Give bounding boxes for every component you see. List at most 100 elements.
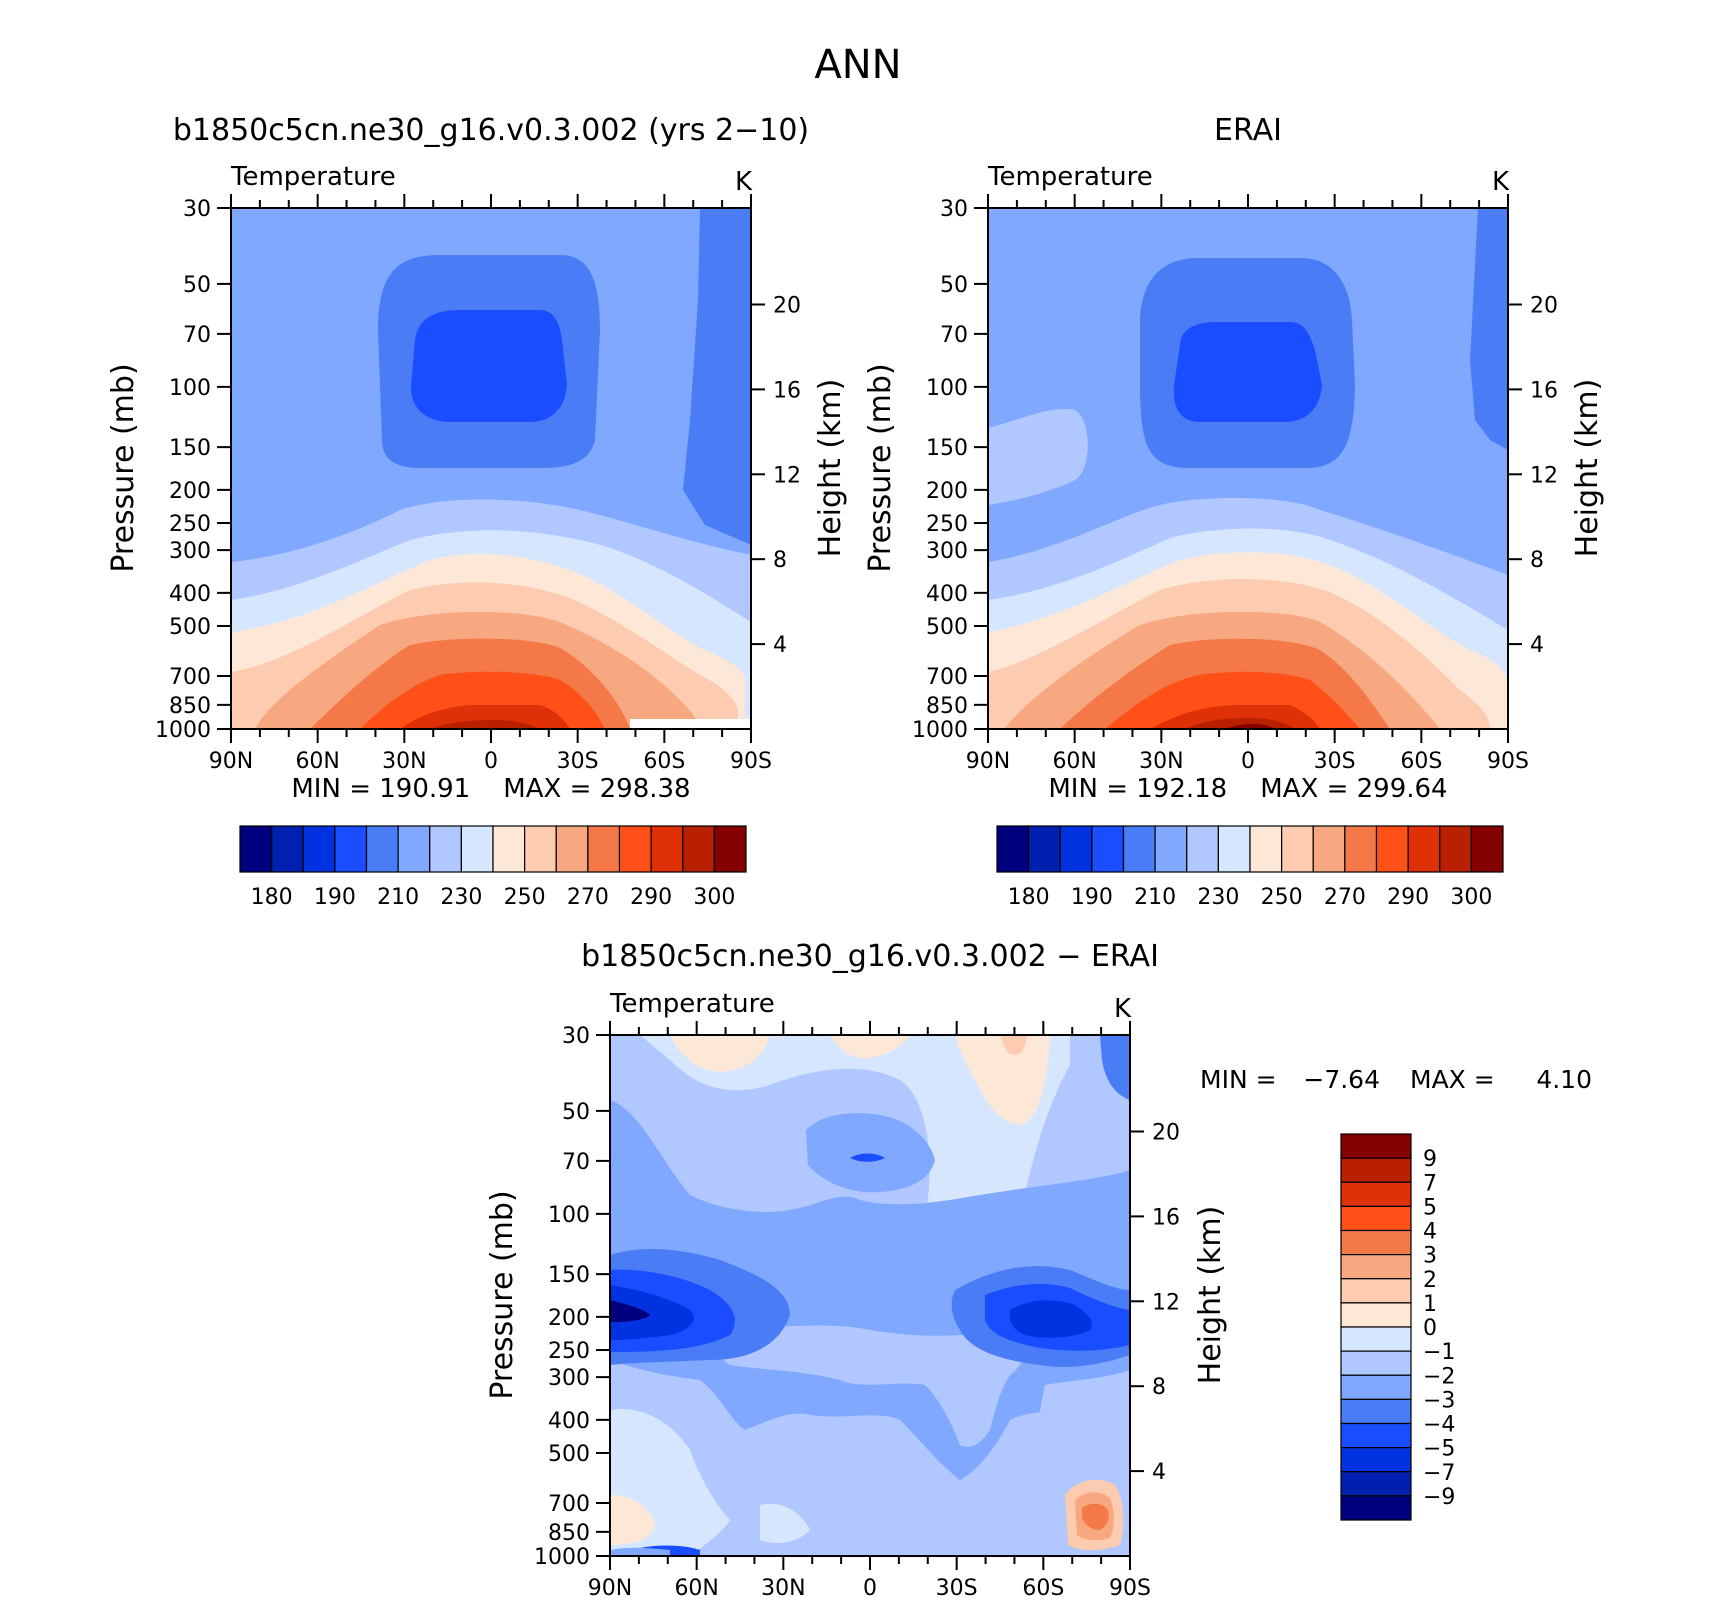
y-tick-label: 150 [169, 436, 211, 461]
max-label: MAX = [1410, 1065, 1495, 1094]
y2-ticks: 4 8 12 16 20 [1130, 1120, 1180, 1485]
colorbar-label: 230 [440, 885, 482, 910]
y-tick-label: 700 [548, 1492, 590, 1517]
contour-band [610, 1495, 655, 1545]
max-label: MAX = 299.64 [1260, 774, 1447, 804]
y2-tick-label: 8 [1530, 548, 1544, 573]
colorbar-swatch [1249, 825, 1283, 873]
panel-title: b1850c5cn.ne30_g16.v0.3.002 − ERAI [581, 939, 1159, 974]
contour-band [1082, 1503, 1109, 1530]
x-tick-label: 60N [674, 1576, 718, 1600]
contour-band [400, 705, 570, 729]
contour-band [1225, 724, 1275, 729]
y-tick-label: 400 [169, 582, 211, 607]
x-tick-label: 90S [1109, 1576, 1151, 1600]
colorbar-label: 0 [1423, 1316, 1437, 1341]
colorbar-label: 2 [1423, 1268, 1437, 1293]
colorbar-swatch [1340, 1181, 1412, 1207]
units-label: K [735, 167, 753, 197]
colorbar-swatch [1340, 1495, 1412, 1521]
y2-tick-label: 4 [1530, 633, 1544, 658]
colorbar-swatch [1470, 825, 1504, 873]
colorbar-swatch [1154, 825, 1188, 873]
y-tick-label: 100 [548, 1203, 590, 1228]
contour-band [806, 1113, 935, 1193]
colorbar-swatch [397, 825, 431, 873]
min-max-label: MIN = 190.91 MAX = 298.38 [291, 774, 690, 804]
contour-band [830, 1035, 910, 1058]
colorbar-label: 1 [1423, 1292, 1437, 1317]
y-tick-label: 500 [169, 615, 211, 640]
min-value: −7.64 [1303, 1065, 1380, 1094]
x-ticks: 90N 60N 30N 0 30S 60S 90S [588, 1021, 1151, 1600]
colorbar-swatch [1340, 1302, 1412, 1328]
x-ticks: 90N 60N 30N 0 30S 60S 90S [966, 194, 1529, 774]
min-max-label: MIN = 192.18 MAX = 299.64 [1048, 774, 1447, 804]
x-tick-label: 60N [1052, 749, 1096, 774]
y-tick-label: 1000 [912, 718, 968, 743]
colorbar-swatch [239, 825, 273, 873]
colorbar: 180 190 210 230 250 270 290 300 [239, 825, 747, 910]
colorbar-swatch [1340, 1350, 1412, 1376]
colorbar-swatch [460, 825, 494, 873]
contour-band [610, 1360, 1130, 1556]
y-tick-label: 500 [926, 615, 968, 640]
x-tick-label: 0 [1241, 749, 1255, 774]
contour-band [610, 1300, 650, 1322]
units-label: K [1492, 167, 1510, 197]
x-tick-label: 60S [1400, 749, 1442, 774]
x-tick-label: 90S [730, 749, 772, 774]
y-tick-label: 30 [940, 197, 968, 222]
colorbar-label: 270 [567, 885, 609, 910]
colorbar-swatch [1217, 825, 1251, 873]
y-tick-label: 200 [548, 1306, 590, 1331]
panel-difference: b1850c5cn.ne30_g16.v0.3.002 − ERAI Tempe… [485, 939, 1592, 1600]
y-tick-label: 300 [548, 1366, 590, 1391]
colorbar-label: 7 [1423, 1171, 1437, 1196]
x-tick-label: 30S [557, 749, 599, 774]
colorbar-label: 3 [1423, 1244, 1437, 1269]
figure-title: ANN [814, 42, 901, 88]
colorbar-swatch [1340, 1398, 1412, 1425]
y-tick-label: 30 [183, 197, 211, 222]
panel-erai: ERAI Temperature K Pressure (mb) Height … [863, 113, 1605, 910]
min-label: MIN = 190.91 [291, 774, 470, 804]
colorbar-label: 210 [377, 885, 419, 910]
colorbar-label: 250 [1261, 885, 1303, 910]
y-tick-label: 700 [926, 665, 968, 690]
y-tick-label: 70 [940, 323, 968, 348]
colorbar-swatch [1340, 1133, 1412, 1159]
y2-tick-label: 16 [1152, 1205, 1180, 1230]
colorbar-swatch [1312, 825, 1346, 873]
y-tick-label: 250 [926, 512, 968, 537]
y2-tick-label: 12 [773, 463, 801, 488]
colorbar-swatch [996, 825, 1030, 873]
contour-fill [988, 208, 1508, 729]
contour-band [850, 1153, 885, 1162]
contour-band [610, 1547, 670, 1556]
contour-band [1100, 1035, 1130, 1100]
colorbar-swatch [1340, 1157, 1412, 1183]
contour-band [410, 310, 567, 422]
y-tick-label: 700 [169, 665, 211, 690]
colorbar-label: 5 [1423, 1195, 1437, 1220]
y-tick-label: 1000 [534, 1545, 590, 1570]
y-tick-label: 300 [169, 539, 211, 564]
colorbar-label: 290 [1387, 885, 1429, 910]
x-tick-label: 0 [484, 749, 498, 774]
contour-band [430, 720, 540, 729]
colorbar-swatch [1344, 825, 1378, 873]
colorbar-swatch [618, 825, 652, 873]
colorbar-label: −4 [1423, 1413, 1455, 1438]
y2-tick-label: 8 [1152, 1375, 1166, 1400]
min-label: MIN = [1200, 1065, 1277, 1094]
y-tick-label: 70 [183, 323, 211, 348]
colorbar-swatch [1340, 1422, 1412, 1449]
y-tick-label: 850 [169, 694, 211, 719]
y2-tick-label: 20 [1152, 1120, 1180, 1145]
y-tick-label: 150 [548, 1263, 590, 1288]
